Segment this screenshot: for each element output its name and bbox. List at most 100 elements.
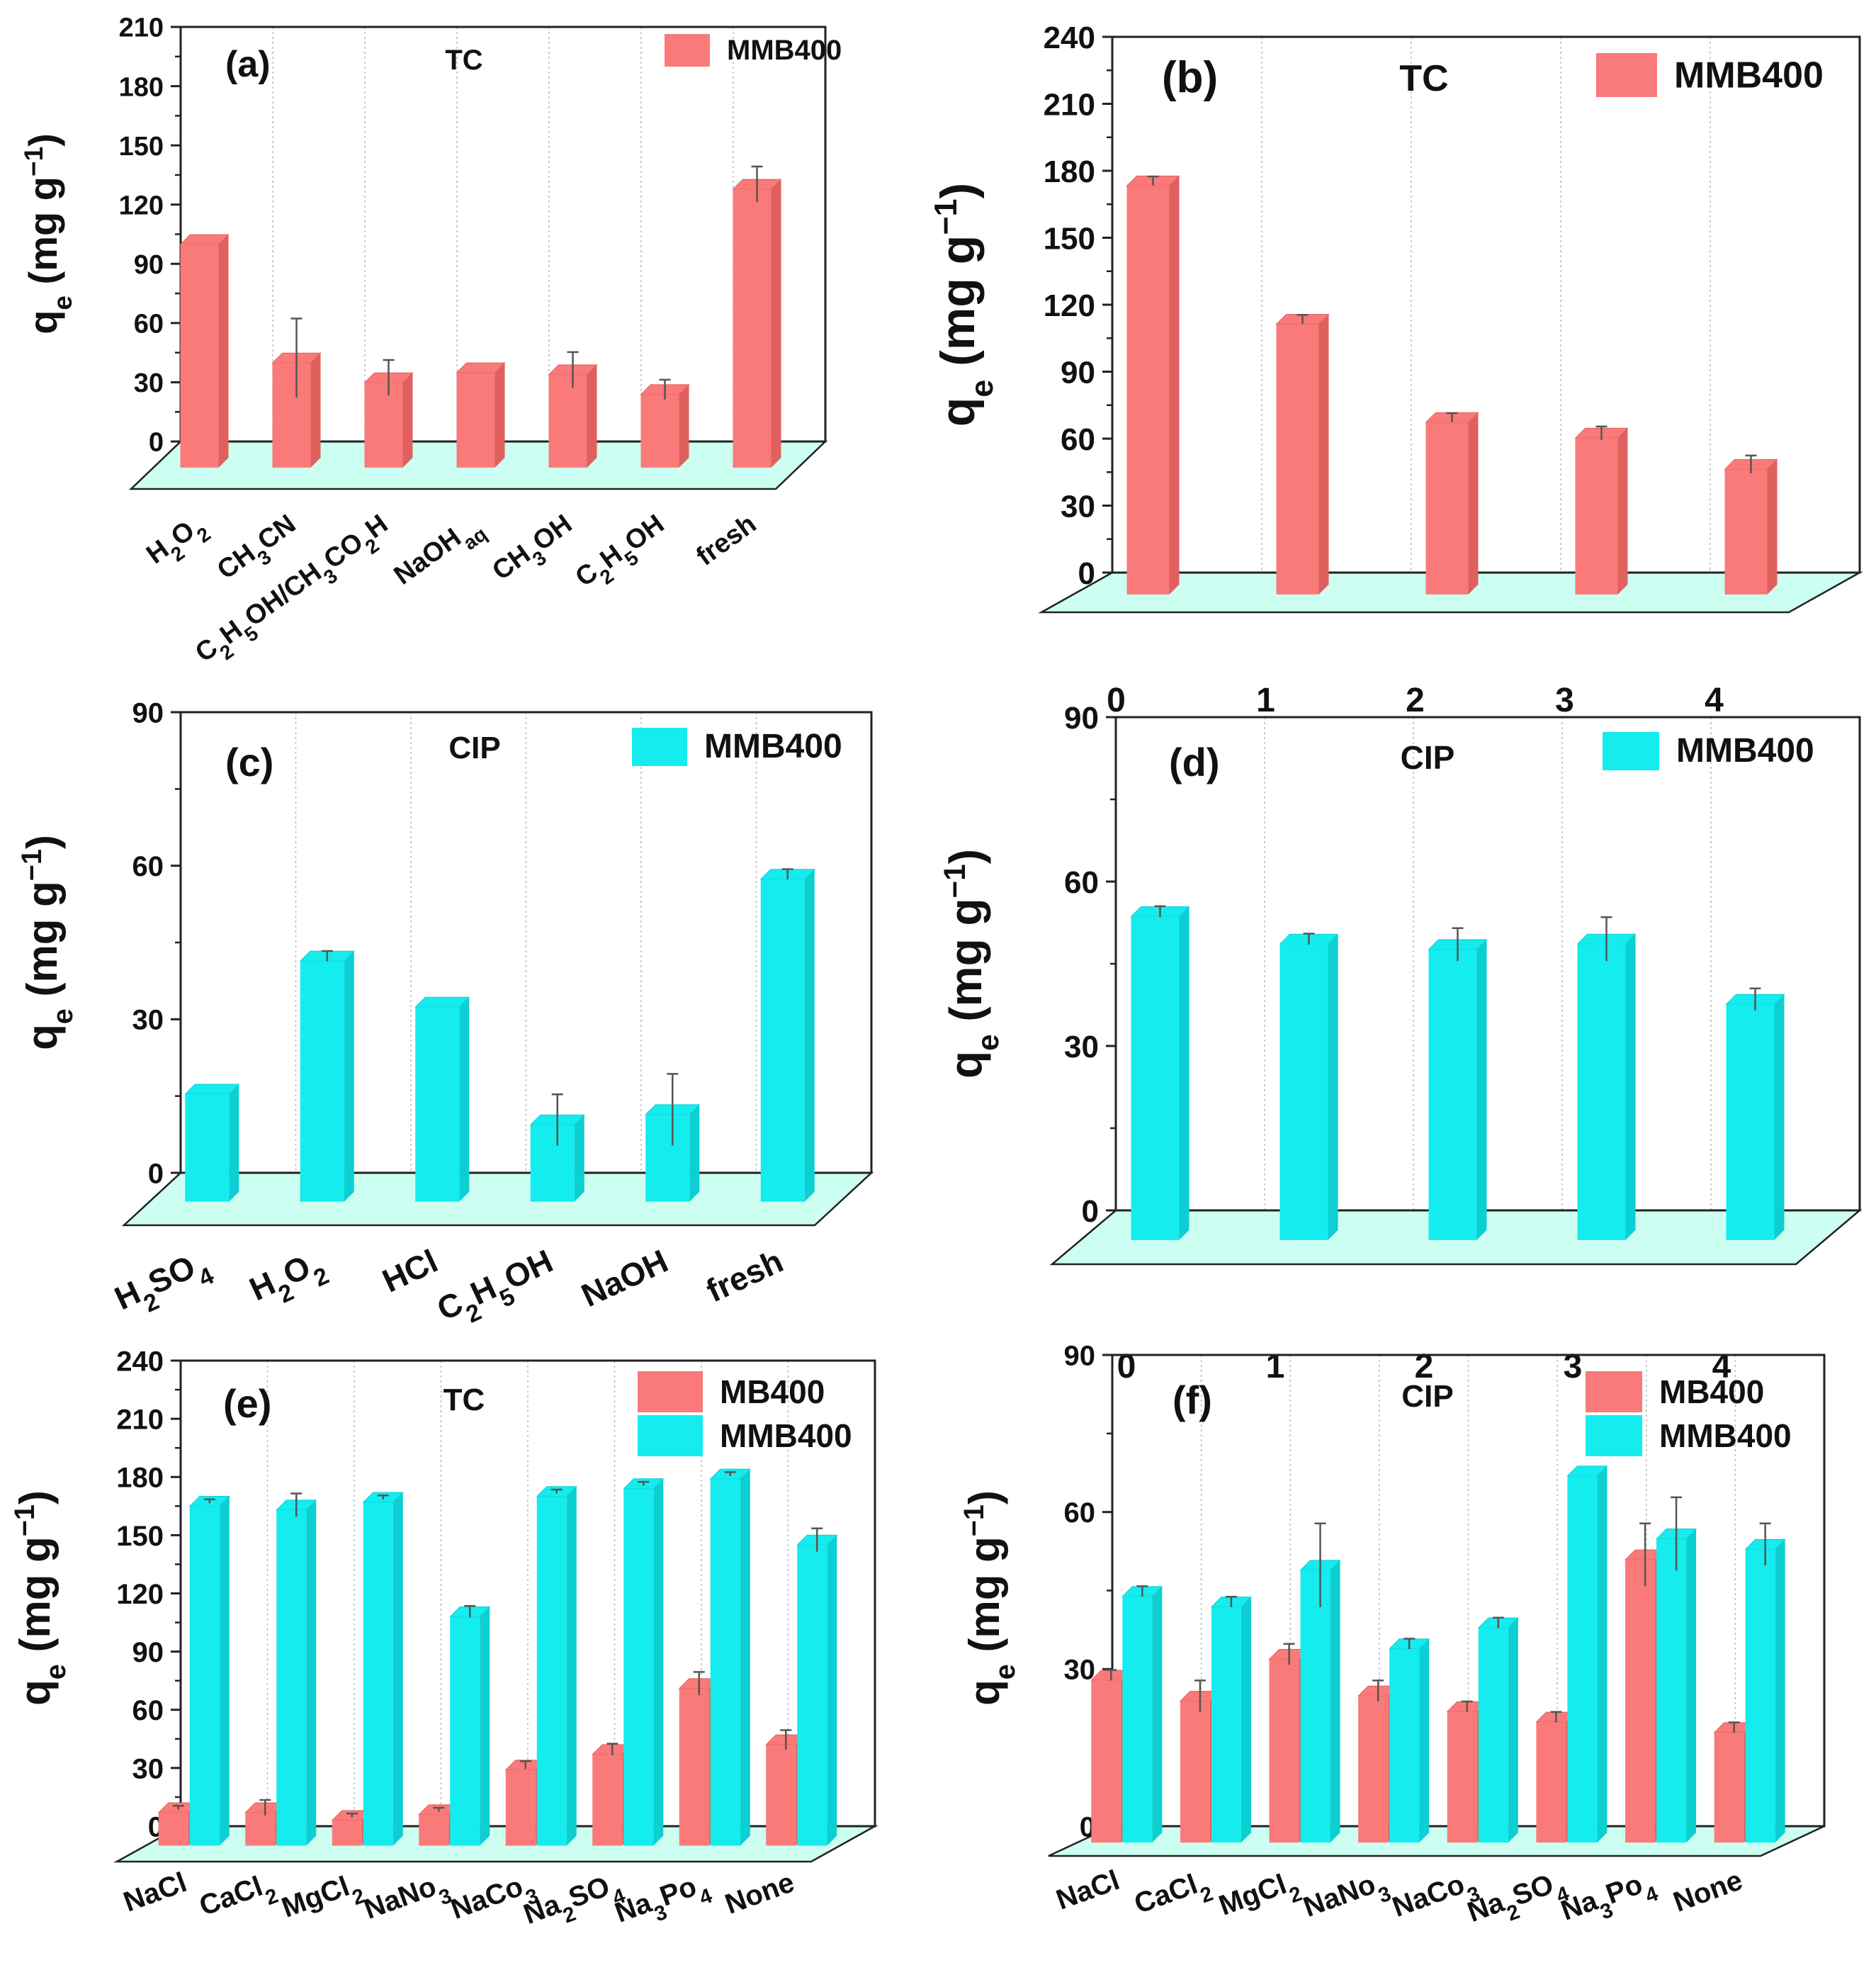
legend-label: MMB400 — [704, 728, 842, 765]
axis-floor — [1048, 1825, 1825, 1857]
panel-label: (c) — [225, 740, 273, 784]
y-axis-title-part: (mg g — [21, 176, 65, 296]
label-run: NaCo — [447, 1871, 527, 1925]
bar-side — [679, 384, 689, 468]
chart-title: TC — [1399, 58, 1448, 99]
bar — [1300, 1570, 1330, 1843]
x-tick-label: 0 — [1117, 1348, 1136, 1385]
x-tick-label: CaCl2 — [1130, 1864, 1216, 1930]
x-tick-label: MgCl2 — [1215, 1864, 1305, 1931]
legend-swatch — [638, 1371, 703, 1412]
label-run: MgCl — [278, 1871, 354, 1924]
y-axis-title-part: e — [40, 1664, 72, 1679]
x-tick-label: MgCl2 — [278, 1867, 368, 1933]
y-tick-label: 120 — [116, 1579, 164, 1610]
bar — [1577, 944, 1626, 1240]
y-tick-label: 60 — [134, 310, 164, 339]
bar — [1180, 1701, 1210, 1843]
y-tick-label: 60 — [1061, 422, 1095, 457]
x-tick-label: C2H5OH — [570, 509, 675, 600]
y-tick-label: 120 — [119, 191, 164, 220]
bar — [1567, 1475, 1598, 1843]
bar — [1656, 1538, 1687, 1843]
bar — [364, 383, 403, 468]
bar-side — [218, 235, 229, 468]
bar — [1425, 422, 1469, 595]
y-tick-label: 90 — [1061, 355, 1095, 390]
x-tick-label: NaNo3 — [360, 1867, 455, 1935]
bar-side — [653, 1478, 664, 1846]
y-axis-title-part: −1 — [9, 1504, 40, 1536]
panel-b: 0 30 60 90 120 150 180 210 240 qe (mg g−1) 0 1 2 3 4 (b… — [927, 21, 1863, 719]
y-axis-title-part: e — [990, 1664, 1021, 1679]
bar — [189, 1506, 220, 1846]
y-tick-label: 60 — [132, 851, 164, 882]
y-tick-label: 0 — [149, 428, 164, 458]
bar-side — [771, 179, 781, 468]
y-axis-title-part: q — [18, 1024, 66, 1050]
bar-side — [689, 1104, 700, 1202]
bar — [1726, 1004, 1775, 1240]
panel-label: (f) — [1172, 1378, 1212, 1422]
y-axis-title-part: (mg g — [940, 898, 991, 1034]
x-tick-label: H2O2 — [244, 1242, 333, 1319]
bar-side — [1169, 176, 1180, 595]
label-run: HCl — [377, 1242, 443, 1300]
bar-side — [1419, 1638, 1430, 1843]
bar — [1126, 186, 1170, 595]
y-axis-title-part: (mg g — [931, 235, 985, 380]
bar — [300, 961, 344, 1202]
x-tick-label: 2 — [1406, 682, 1425, 719]
bar — [797, 1545, 827, 1846]
bar-side — [574, 1115, 584, 1202]
y-axis-title-part: q — [931, 398, 985, 427]
y-axis-title-part: ) — [21, 133, 65, 147]
y-tick-label: 90 — [132, 697, 164, 728]
bar-side — [459, 997, 470, 1202]
legend-swatch — [1603, 732, 1659, 770]
bar-side — [1508, 1618, 1518, 1843]
bar — [245, 1812, 276, 1846]
legend-swatch — [1586, 1415, 1642, 1456]
label-run: 4 — [696, 1884, 716, 1910]
x-tick-label: CaCl2 — [196, 1867, 281, 1932]
label-run: NaNo — [360, 1871, 440, 1925]
label-run: CaCl — [1130, 1869, 1202, 1920]
y-tick-label: 30 — [1064, 1030, 1099, 1064]
y-tick-label: 150 — [116, 1521, 164, 1552]
x-tick-label: None — [1669, 1864, 1746, 1918]
legend-swatch — [632, 728, 687, 766]
label-run: MgCl — [1215, 1869, 1291, 1922]
x-tick-label: None — [721, 1867, 798, 1920]
legend-label: MMB400 — [727, 35, 842, 66]
label-run: NaOH — [389, 523, 467, 591]
label-run: fresh — [691, 509, 762, 572]
label-run: 0 — [1117, 1348, 1136, 1385]
x-tick-label: 4 — [1705, 682, 1724, 719]
legend-swatch — [665, 34, 710, 67]
y-tick-label: 90 — [1064, 1340, 1096, 1371]
x-tick-label: C2H5OH — [431, 1242, 563, 1339]
y-axis-title-part: q — [961, 1679, 1008, 1706]
chart-title: TC — [443, 1383, 485, 1417]
x-tick-label: HCl — [377, 1242, 443, 1300]
label-run: NaCl — [1052, 1864, 1124, 1916]
bar-side — [740, 1469, 750, 1846]
x-tick-label: CH3OH — [487, 509, 582, 593]
bar — [536, 1496, 567, 1846]
bar — [272, 363, 311, 468]
y-tick-label: 60 — [1064, 865, 1099, 900]
bar-side — [402, 373, 413, 468]
bar-side — [1476, 939, 1487, 1240]
bar — [415, 1007, 460, 1202]
bar — [1575, 438, 1618, 595]
legend-label: MB400 — [720, 1373, 825, 1410]
legend-label: MMB400 — [720, 1417, 852, 1454]
y-tick-label: 90 — [1064, 701, 1099, 736]
y-axis-title-part: e — [964, 380, 1000, 398]
x-tick-label: fresh — [691, 509, 762, 572]
y-axis-title-part: ) — [961, 1490, 1008, 1504]
